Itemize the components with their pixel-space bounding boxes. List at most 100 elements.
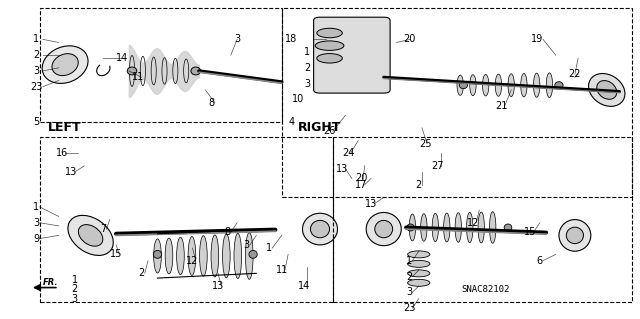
Text: 20: 20 xyxy=(355,174,367,183)
Ellipse shape xyxy=(177,237,184,275)
Text: 13: 13 xyxy=(336,164,348,174)
Ellipse shape xyxy=(165,238,173,274)
Ellipse shape xyxy=(420,214,427,241)
Ellipse shape xyxy=(375,220,393,238)
Ellipse shape xyxy=(68,215,113,256)
Text: LEFT: LEFT xyxy=(48,121,82,134)
Ellipse shape xyxy=(432,213,438,241)
Ellipse shape xyxy=(406,224,414,231)
Text: 1: 1 xyxy=(406,256,412,266)
Ellipse shape xyxy=(478,212,484,243)
Ellipse shape xyxy=(127,67,137,75)
Ellipse shape xyxy=(246,233,253,279)
Text: 2: 2 xyxy=(72,284,78,294)
Ellipse shape xyxy=(249,250,257,258)
Text: 7: 7 xyxy=(100,224,106,234)
Ellipse shape xyxy=(566,227,584,244)
Ellipse shape xyxy=(521,73,527,97)
Ellipse shape xyxy=(455,213,461,242)
Text: 16: 16 xyxy=(56,148,68,158)
Ellipse shape xyxy=(470,75,476,96)
Text: 26: 26 xyxy=(323,126,336,136)
Ellipse shape xyxy=(408,251,430,258)
Ellipse shape xyxy=(534,73,540,97)
Ellipse shape xyxy=(366,212,401,246)
Ellipse shape xyxy=(467,212,473,243)
Ellipse shape xyxy=(490,212,496,243)
Text: 15: 15 xyxy=(110,249,122,259)
Ellipse shape xyxy=(457,75,463,95)
Ellipse shape xyxy=(78,225,103,246)
Text: 13: 13 xyxy=(365,199,377,209)
Text: 23: 23 xyxy=(403,303,415,313)
Text: 5: 5 xyxy=(33,116,40,127)
Text: 12: 12 xyxy=(186,256,199,266)
Text: 6: 6 xyxy=(537,256,543,266)
Text: 11: 11 xyxy=(132,72,145,82)
Text: 3: 3 xyxy=(234,34,240,44)
Ellipse shape xyxy=(316,41,344,50)
Text: 21: 21 xyxy=(495,101,508,111)
Ellipse shape xyxy=(508,74,515,97)
Text: 20: 20 xyxy=(403,34,415,44)
Text: 2: 2 xyxy=(33,50,40,60)
Text: 17: 17 xyxy=(355,180,367,190)
Ellipse shape xyxy=(52,54,78,76)
Ellipse shape xyxy=(317,28,342,38)
Text: 1: 1 xyxy=(304,47,310,57)
Text: 10: 10 xyxy=(292,94,304,104)
Text: 1: 1 xyxy=(266,243,272,253)
Ellipse shape xyxy=(444,213,450,242)
Text: SNAC82102: SNAC82102 xyxy=(461,285,510,294)
Text: 27: 27 xyxy=(431,161,444,171)
Text: 14: 14 xyxy=(298,281,310,291)
Ellipse shape xyxy=(408,279,430,286)
Text: 12: 12 xyxy=(467,218,479,228)
Ellipse shape xyxy=(310,220,330,238)
Text: 2: 2 xyxy=(406,271,412,281)
Text: 23: 23 xyxy=(30,82,43,92)
Ellipse shape xyxy=(409,214,415,241)
Ellipse shape xyxy=(546,73,552,98)
Ellipse shape xyxy=(460,82,467,89)
Ellipse shape xyxy=(559,219,591,251)
Text: 3: 3 xyxy=(244,240,250,250)
Text: 22: 22 xyxy=(568,69,581,79)
Text: 25: 25 xyxy=(419,139,431,149)
Ellipse shape xyxy=(188,236,196,275)
Text: 1: 1 xyxy=(33,202,40,212)
Ellipse shape xyxy=(223,234,230,278)
Ellipse shape xyxy=(495,74,502,96)
Text: 3: 3 xyxy=(33,218,40,228)
Ellipse shape xyxy=(504,224,512,231)
Text: 8: 8 xyxy=(225,227,230,237)
Text: 11: 11 xyxy=(276,265,288,275)
Ellipse shape xyxy=(154,239,161,273)
Text: 4: 4 xyxy=(288,116,294,127)
Ellipse shape xyxy=(200,236,207,276)
Text: 8: 8 xyxy=(209,98,215,108)
Ellipse shape xyxy=(589,73,625,106)
Text: RIGHT: RIGHT xyxy=(298,121,342,134)
Text: 19: 19 xyxy=(531,34,543,44)
Ellipse shape xyxy=(317,54,342,63)
Ellipse shape xyxy=(303,213,337,245)
Ellipse shape xyxy=(191,67,200,75)
Text: 2: 2 xyxy=(138,268,145,278)
Ellipse shape xyxy=(408,270,430,277)
Text: 3: 3 xyxy=(304,78,310,89)
Text: 2: 2 xyxy=(415,180,422,190)
Text: 3: 3 xyxy=(72,293,77,304)
Ellipse shape xyxy=(211,235,219,277)
Ellipse shape xyxy=(234,233,242,278)
FancyBboxPatch shape xyxy=(314,17,390,93)
Text: 3: 3 xyxy=(33,66,40,76)
Text: 1: 1 xyxy=(72,275,77,285)
Text: 1: 1 xyxy=(33,34,40,44)
Ellipse shape xyxy=(154,250,162,258)
Text: FR.: FR. xyxy=(43,278,58,287)
Text: 2: 2 xyxy=(304,63,310,73)
Text: 18: 18 xyxy=(285,34,298,44)
Text: 3: 3 xyxy=(406,287,412,297)
Ellipse shape xyxy=(483,74,489,96)
